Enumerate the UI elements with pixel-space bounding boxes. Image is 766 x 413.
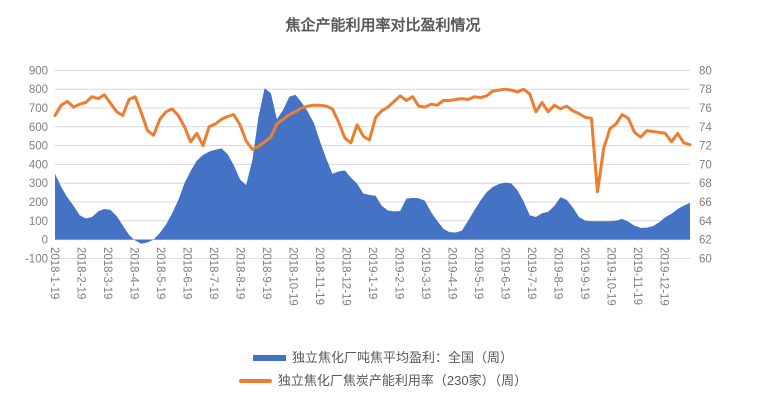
left-axis-tick: 100 (29, 216, 48, 228)
x-axis-label: 2018-6-19 (181, 247, 193, 299)
right-axis-tick: 76 (699, 103, 712, 115)
right-axis-tick: 60 (699, 253, 712, 265)
legend-swatch-line (238, 378, 272, 383)
left-axis-tick: 800 (29, 84, 48, 96)
x-axis-label: 2018-11-19 (313, 247, 325, 305)
area-series-profit (55, 88, 690, 244)
legend-item-utilization: 独立焦化厂焦炭产能利用率（230家）（周） (238, 373, 528, 388)
x-axis-label: 2018-10-19 (287, 247, 299, 306)
x-axis-label: 2019-1-19 (366, 247, 378, 299)
x-axis-label: 2018-3-19 (101, 247, 113, 299)
x-axis-label: 2019-9-19 (578, 247, 590, 299)
x-axis-label: 2018-8-19 (234, 247, 246, 299)
right-axis-tick: 64 (699, 216, 712, 228)
right-axis-tick: 78 (699, 84, 712, 96)
chart-title: 焦企产能利用率对比盈利情况 (285, 17, 481, 34)
legend-label-profit: 独立焦化厂吨焦平均盈利：全国（周） (291, 350, 513, 365)
left-axis-tick: 600 (29, 122, 48, 134)
x-axis-label: 2018-5-19 (154, 247, 166, 299)
x-axis-label: 2018-9-19 (260, 247, 272, 299)
x-axis-label: 2018-1-19 (48, 247, 60, 299)
left-axis-tick: 200 (29, 197, 48, 209)
right-axis-tick: 70 (699, 159, 712, 171)
legend-item-profit: 独立焦化厂吨焦平均盈利：全国（周） (252, 350, 513, 365)
x-axis-label: 2018-7-19 (207, 247, 219, 299)
plot-area: 900 800 700 600 500 400 300 200 100 0 -100 80 78 76 74… (25, 65, 712, 306)
x-axis-label: 2019-10-19 (605, 247, 617, 306)
left-axis-tick: 700 (29, 103, 48, 115)
legend-swatch-area (252, 354, 286, 361)
x-axis-label: 2018-4-19 (128, 247, 140, 299)
right-axis-tick: 80 (699, 65, 712, 77)
x-axis-label: 2019-5-19 (472, 247, 484, 299)
x-axis-label: 2019-2-19 (393, 247, 405, 299)
left-axis-tick: 400 (29, 159, 48, 171)
right-axis-tick: 66 (699, 197, 712, 209)
x-axis-label: 2019-8-19 (552, 247, 564, 299)
legend-label-utilization: 独立焦化厂焦炭产能利用率（230家）（周） (277, 373, 528, 388)
legend: 独立焦化厂吨焦平均盈利：全国（周） 独立焦化厂焦炭产能利用率（230家）（周） (0, 350, 766, 388)
right-axis-tick: 62 (699, 235, 712, 247)
x-axis-label: 2019-11-19 (631, 247, 643, 305)
x-axis-label: 2019-7-19 (525, 247, 537, 299)
left-axis-tick: -100 (25, 253, 48, 265)
x-axis-label: 2019-3-19 (419, 247, 431, 299)
left-axis-tick: 0 (42, 235, 48, 247)
right-axis-tick: 68 (699, 178, 712, 190)
x-axis-label: 2018-2-19 (75, 247, 87, 299)
x-axis-label: 2019-6-19 (499, 247, 511, 299)
left-axis-tick: 300 (29, 178, 48, 190)
right-axis-tick: 72 (699, 141, 712, 153)
x-axis-label: 2019-12-19 (658, 247, 670, 306)
x-axis-label: 2018-12-19 (340, 247, 352, 306)
left-axis-tick: 500 (29, 141, 48, 153)
left-axis-tick: 900 (29, 65, 48, 77)
line-series-utilization (53, 87, 692, 194)
right-axis-tick: 74 (699, 122, 712, 134)
x-axis-label: 2019-4-19 (446, 247, 458, 299)
